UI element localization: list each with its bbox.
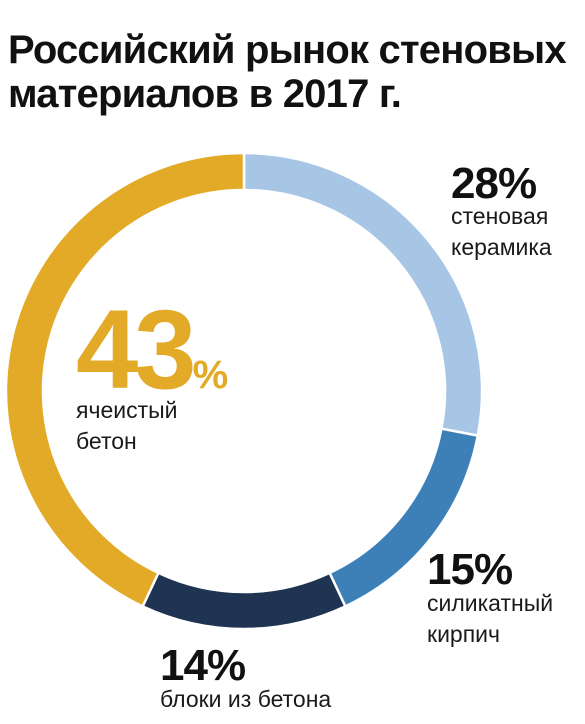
value-label-aerated-concrete: 43% [76, 294, 229, 434]
category-label-aerated-line1: ячеистый [76, 397, 178, 423]
category-label-concrete-blocks: блоки из бетона [160, 686, 332, 712]
category-label-aerated-line2: бетон [76, 428, 137, 454]
donut-segment-concrete-blocks [141, 571, 347, 631]
donut-segment-ceramics [242, 151, 484, 438]
category-label-silicate-line2: кирпич [427, 621, 500, 647]
category-label-ceramics-line2: керамика [451, 234, 552, 260]
category-label-silicate-line1: силикатный [427, 590, 554, 616]
big-value-number: 43 [76, 287, 197, 412]
category-label-ceramics-line1: стеновая [451, 203, 549, 229]
value-label-silicate-brick: 15% [427, 545, 513, 594]
value-label-concrete-blocks: 14% [160, 641, 246, 690]
big-value-percent-sign: % [192, 353, 229, 397]
chart-title: Российский рынок стеновых материалов в 2… [8, 28, 567, 116]
value-label-ceramics: 28% [451, 159, 537, 208]
donut-segment-aerated-concrete [4, 151, 246, 609]
